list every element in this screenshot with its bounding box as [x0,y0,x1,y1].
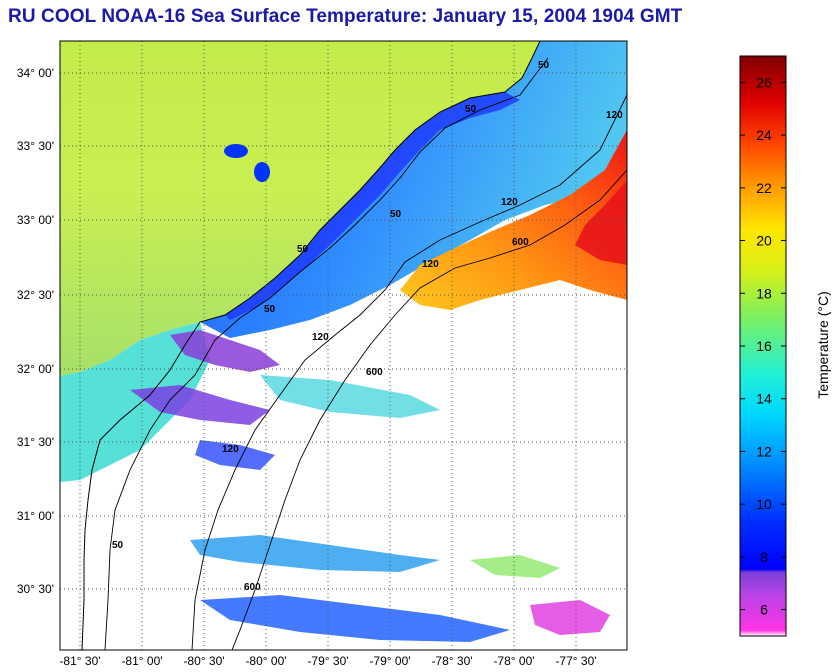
coastline [81,41,541,650]
sst-imagery: 50 50 50 50 50 50 120 120 120 120 120 60… [60,41,627,650]
contour-label: 50 [264,304,276,315]
colorbar-ticks: 26 24 22 20 18 16 14 12 10 8 6 [740,74,786,618]
colorbar-tick-label: 10 [756,496,772,512]
contour-label: 120 [501,197,518,208]
contour-label: 50 [538,60,550,71]
lake-moultrie [254,162,270,182]
contour-label: 50 [390,209,402,220]
contour-label: 600 [512,237,529,248]
lat-label: 31° 30' [17,435,54,449]
lat-label: 33° 30' [17,139,54,153]
lon-label: -80° 30' [183,654,224,668]
lon-label: -81° 00' [121,654,162,668]
colorbar: 26 24 22 20 18 16 14 12 10 8 6 Temperature (°C) [739,55,831,637]
lat-label: 34° 00' [17,66,54,80]
lat-label: 31° 00' [17,509,54,523]
contour-label: 600 [244,582,261,593]
contour-label: 50 [112,540,124,551]
colorbar-tick-label: 16 [756,338,772,354]
southern-magenta-patch [530,600,610,635]
gulf-stream [400,130,627,310]
lon-label: -81° 30' [59,654,100,668]
colorbar-tick-label: 22 [756,180,772,196]
graticule [60,41,627,650]
southern-streak-1 [190,535,440,572]
cold-streak-blue [195,440,275,470]
colorbar-tick-label: 20 [756,233,772,249]
lon-label: -77° 30' [555,654,596,668]
contour-label: 120 [222,444,239,455]
gulf-stream-core [575,180,627,265]
contour-labels: 50 50 50 50 50 50 120 120 120 120 120 60… [112,60,623,593]
contour-label: 120 [422,259,439,270]
lake-marion [224,144,248,158]
map-frame [59,40,628,651]
georgia-coastal-water [60,322,210,482]
cold-streak-mid [130,385,270,425]
colorbar-tick-label: 18 [756,285,772,301]
colorbar-tick-label: 14 [756,391,772,407]
lon-label: -79° 30' [307,654,348,668]
contour-120m [191,94,627,650]
lat-label: 33° 00' [17,213,54,227]
colorbar-title: Temperature (°C) [815,291,831,399]
contour-label: 50 [297,244,309,255]
longitude-labels: -81° 30' -81° 00' -80° 30' -80° 00' -79°… [59,654,596,668]
lon-label: -78° 30' [431,654,472,668]
lat-label: 32° 30' [17,288,54,302]
lon-label: -78° 00' [493,654,534,668]
lon-label: -79° 00' [369,654,410,668]
cold-streak-north [170,330,280,372]
lat-label: 32° 00' [17,362,54,376]
contour-label: 120 [312,332,329,343]
nearshore-cold-band [225,92,520,320]
colorbar-tick-label: 26 [756,74,772,90]
contour-label: 600 [366,367,383,378]
contour-label: 50 [465,104,477,115]
lat-label: 30° 30' [17,582,54,596]
land-area [60,41,540,376]
contour-50m [104,57,549,650]
lon-label: -80° 00' [245,654,286,668]
southern-streak-2 [200,595,510,642]
contour-label: 120 [606,110,623,121]
contour-600m [231,169,627,650]
teal-streak [260,375,440,418]
colorbar-tick-label: 24 [756,127,772,143]
colorbar-tick-label: 6 [760,602,768,618]
map-title: RU COOL NOAA-16 Sea Surface Temperature:… [8,6,683,27]
colorbar-tick-label: 8 [760,549,768,565]
colorbar-tick-label: 12 [756,443,772,459]
latitude-labels: 34° 00' 33° 30' 33° 00' 32° 30' 32° 00' … [17,66,54,596]
southern-green-patch [470,555,560,578]
